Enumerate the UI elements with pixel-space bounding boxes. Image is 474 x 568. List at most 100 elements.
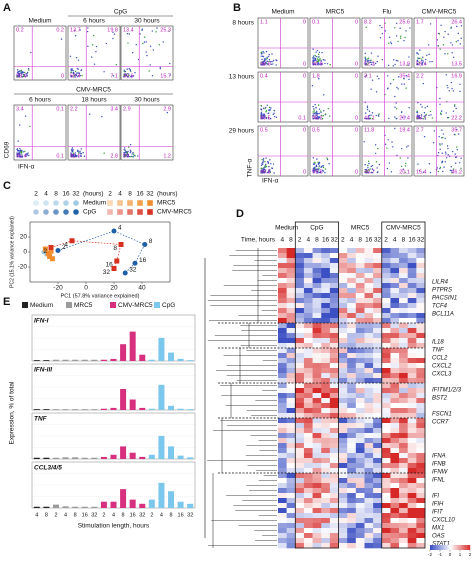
- x-tick-label: -20: [53, 285, 63, 292]
- bar: [177, 455, 184, 459]
- event-dot: [384, 143, 387, 145]
- event-dot: [440, 137, 443, 139]
- heatmap-cell: [390, 373, 400, 379]
- bar: [91, 409, 98, 410]
- heatmap-cell: [347, 338, 357, 344]
- heatmap-cell: [416, 348, 426, 354]
- event-dot: [262, 159, 265, 161]
- quadrant-value: 0: [303, 61, 306, 67]
- heatmap-cell: [355, 543, 365, 549]
- bar: [33, 457, 40, 459]
- event-dot: [422, 61, 424, 64]
- x-tick-label: 0: [84, 285, 88, 292]
- heatmap-cell: [303, 408, 313, 414]
- group-header: Medium: [275, 225, 298, 232]
- event-dot: [395, 22, 398, 25]
- heatmap-cell: [286, 368, 296, 374]
- quadrant-value: 25.6: [399, 19, 410, 25]
- event-dot: [26, 153, 28, 155]
- bar: [110, 501, 117, 508]
- event-dot: [442, 133, 445, 135]
- heatmap-cell: [407, 508, 417, 514]
- event-dot: [95, 45, 98, 48]
- event-dot: [130, 75, 132, 78]
- heatmap-cell: [312, 448, 322, 454]
- heatmap-cell: [329, 413, 339, 419]
- heatmap-cell: [355, 283, 365, 289]
- event-dot: [316, 49, 319, 52]
- heatmap-cell: [329, 253, 339, 259]
- heatmap-cell: [399, 478, 409, 484]
- heatmap-cell: [381, 453, 391, 459]
- event-dot: [316, 158, 318, 160]
- event-dot: [83, 155, 86, 157]
- event-dot: [416, 111, 418, 114]
- event-dot: [421, 63, 423, 65]
- heatmap-cell: [355, 393, 365, 399]
- event-dot: [391, 141, 393, 143]
- scale-swatch: [455, 545, 457, 550]
- event-dot: [315, 59, 317, 61]
- scale-swatch: [458, 545, 460, 550]
- heatmap-cell: [407, 423, 417, 429]
- event-dot: [373, 64, 375, 66]
- heatmap-cell: [373, 358, 383, 364]
- quadrant-value: 35.4: [399, 73, 410, 79]
- event-dot: [130, 150, 132, 153]
- event-dot: [321, 52, 323, 54]
- event-dot: [327, 108, 329, 110]
- event-dot: [388, 36, 391, 38]
- heatmap-cell: [407, 308, 417, 314]
- event-dot: [433, 130, 436, 132]
- heatmap-cell: [338, 368, 348, 374]
- gene-label: IFI: [432, 494, 439, 500]
- quadrant-value: 13.4: [123, 27, 134, 33]
- event-dot: [403, 77, 405, 80]
- heatmap-cell: [416, 333, 426, 339]
- event-dot: [124, 153, 126, 155]
- heatmap-cell: [381, 358, 391, 364]
- event-dot: [74, 73, 77, 76]
- time-label: 2: [298, 237, 302, 244]
- heatmap-cell: [381, 513, 391, 519]
- heatmap-cell: [399, 433, 409, 439]
- heatmap-cell: [416, 418, 426, 424]
- heatmap-cell: [347, 353, 357, 359]
- event-dot: [316, 58, 319, 60]
- heatmap-cell: [416, 343, 426, 349]
- event-dot: [77, 75, 80, 77]
- heatmap-cell: [338, 328, 348, 334]
- event-dot: [387, 88, 389, 90]
- heatmap-cell: [399, 398, 409, 404]
- heatmap-cell: [407, 393, 417, 399]
- gene-label: IFNB: [432, 462, 446, 468]
- event-dot: [315, 113, 317, 115]
- panel-label: C: [3, 180, 11, 192]
- quadrant-value: 45.6: [123, 73, 134, 79]
- scale-swatch: [451, 545, 453, 550]
- heatmap-cell: [303, 493, 313, 499]
- event-dot: [417, 163, 419, 165]
- heatmap-cell: [312, 323, 322, 329]
- heatmap-cell: [278, 488, 287, 494]
- heatmap-cell: [312, 418, 322, 424]
- event-dot: [386, 147, 388, 149]
- event-dot: [315, 61, 318, 63]
- heatmap-cell: [303, 348, 313, 354]
- y-tick-label: 0: [23, 249, 27, 256]
- heatmap-cell: [407, 338, 417, 344]
- heatmap-cell: [347, 258, 357, 264]
- bar: [43, 409, 50, 410]
- event-dot: [447, 147, 449, 150]
- heatmap-cell: [407, 388, 417, 394]
- gene-label: TCF4: [432, 304, 448, 310]
- event-dot: [366, 170, 368, 172]
- event-dot: [71, 149, 73, 152]
- heatmap-cell: [373, 383, 383, 389]
- heatmap-cell: [338, 293, 348, 299]
- event-dot: [432, 141, 435, 144]
- event-dot: [143, 36, 146, 38]
- bar: [72, 506, 79, 508]
- event-dot: [115, 64, 118, 66]
- quadrant-value: 35.7: [451, 127, 462, 133]
